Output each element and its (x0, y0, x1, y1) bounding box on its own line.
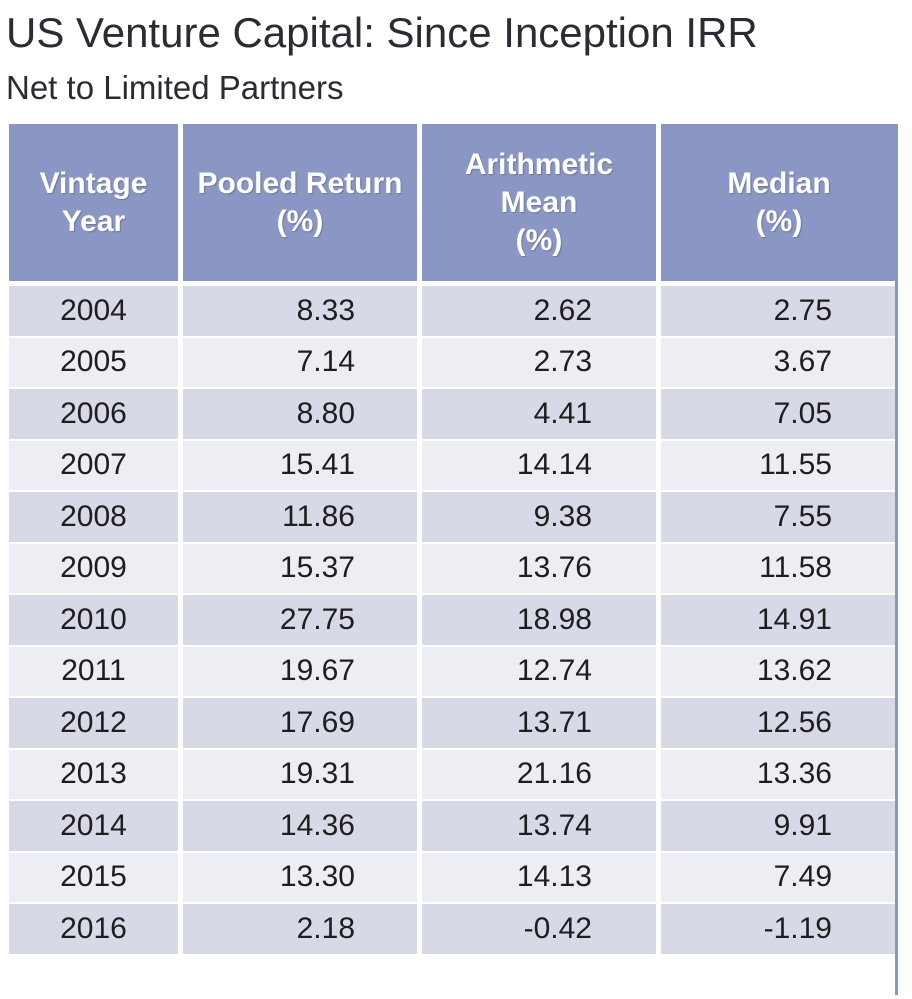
pooled-return-cell: 27.75 (178, 593, 422, 647)
table-row: 2009 15.37 13.76 11.58 (4, 541, 902, 595)
vintage-year-cell: 2016 (4, 902, 183, 956)
table-right-edge (895, 124, 898, 995)
table-row: 2012 17.69 13.71 12.56 (4, 696, 902, 750)
header-row: Vintage Year Pooled Return (%) Arithmetic Mea… (4, 124, 902, 286)
vintage-year-cell: 2009 (4, 541, 183, 595)
vintage-year-cell: 2012 (4, 696, 183, 750)
arithmetic-mean-cell: 21.16 (417, 747, 661, 801)
arithmetic-mean-cell: 9.38 (417, 490, 661, 544)
arithmetic-mean-cell: 12.74 (417, 644, 661, 698)
median-cell: 13.62 (656, 644, 902, 698)
page-subtitle: Net to Limited Partners (6, 69, 344, 106)
table-row: 2011 19.67 12.74 13.62 (4, 644, 902, 698)
header-label-line: Pooled Return (197, 166, 403, 200)
arithmetic-mean-cell: 13.74 (417, 799, 661, 853)
pooled-return-cell: 19.67 (178, 644, 422, 698)
median-cell: 9.91 (656, 799, 902, 853)
arithmetic-mean-cell: 13.76 (417, 541, 661, 595)
header-label-line: Vintage (39, 166, 148, 200)
table-row: 2010 27.75 18.98 14.91 (4, 593, 902, 647)
arithmetic-mean-cell: 2.62 (417, 282, 661, 338)
table-row: 2008 11.86 9.38 7.55 (4, 490, 902, 544)
median-cell: 14.91 (656, 593, 902, 647)
vintage-year-cell: 2010 (4, 593, 183, 647)
header-median: Median (%) (656, 124, 902, 286)
vintage-year-cell: 2008 (4, 490, 183, 544)
vintage-year-cell: 2005 (4, 335, 183, 389)
header-arithmetic-mean: Arithmetic Mean (%) (417, 124, 661, 286)
median-cell: 7.49 (656, 850, 902, 904)
pooled-return-cell: 17.69 (178, 696, 422, 750)
pooled-return-cell: 11.86 (178, 490, 422, 544)
median-cell: 3.67 (656, 335, 902, 389)
table-row: 2013 19.31 21.16 13.36 (4, 747, 902, 801)
median-cell: 13.36 (656, 747, 902, 801)
header-label-line: Mean (500, 185, 578, 219)
header-label-line: Arithmetic (464, 147, 614, 181)
pooled-return-cell: 14.36 (178, 799, 422, 853)
pooled-return-cell: 8.33 (178, 282, 422, 338)
pooled-return-cell: 8.80 (178, 387, 422, 441)
table-row: 2005 7.14 2.73 3.67 (4, 335, 902, 389)
header-label-line: Year (61, 204, 126, 238)
arithmetic-mean-cell: 13.71 (417, 696, 661, 750)
header-label-line: (%) (276, 204, 324, 238)
median-cell: -1.19 (656, 902, 902, 956)
median-cell: 7.55 (656, 490, 902, 544)
median-cell: 12.56 (656, 696, 902, 750)
median-cell: 11.58 (656, 541, 902, 595)
table-row: 2004 8.33 2.62 2.75 (4, 282, 902, 338)
header-pooled-return: Pooled Return (%) (178, 124, 422, 286)
irr-table-container: Vintage Year Pooled Return (%) Arithmetic Mea… (4, 124, 902, 995)
arithmetic-mean-cell: -0.42 (417, 902, 661, 956)
vintage-year-cell: 2013 (4, 747, 183, 801)
pooled-return-cell: 2.18 (178, 902, 422, 956)
table-body: 2004 8.33 2.62 2.75 2005 7.14 2.73 3.67 2006 8.80… (4, 282, 902, 956)
table-row: 2015 13.30 14.13 7.49 (4, 850, 902, 904)
header-vintage-year: Vintage Year (4, 124, 183, 286)
vintage-year-cell: 2015 (4, 850, 183, 904)
table-row: 2006 8.80 4.41 7.05 (4, 387, 902, 441)
pooled-return-cell: 15.41 (178, 438, 422, 492)
median-cell: 2.75 (656, 282, 902, 338)
arithmetic-mean-cell: 14.13 (417, 850, 661, 904)
table-row: 2014 14.36 13.74 9.91 (4, 799, 902, 853)
vintage-year-cell: 2007 (4, 438, 183, 492)
arithmetic-mean-cell: 18.98 (417, 593, 661, 647)
header-label-line: Median (727, 166, 831, 200)
arithmetic-mean-cell: 4.41 (417, 387, 661, 441)
vintage-year-cell: 2011 (4, 644, 183, 698)
header-label-line: (%) (755, 204, 803, 238)
median-cell: 11.55 (656, 438, 902, 492)
pooled-return-cell: 13.30 (178, 850, 422, 904)
table-header: Vintage Year Pooled Return (%) Arithmetic Mea… (4, 124, 902, 286)
header-label-line: (%) (515, 223, 563, 257)
table-row: 2016 2.18 -0.42 -1.19 (4, 902, 902, 956)
pooled-return-cell: 15.37 (178, 541, 422, 595)
arithmetic-mean-cell: 14.14 (417, 438, 661, 492)
irr-table: Vintage Year Pooled Return (%) Arithmetic Mea… (4, 124, 902, 956)
median-cell: 7.05 (656, 387, 902, 441)
table-row: 2007 15.41 14.14 11.55 (4, 438, 902, 492)
vintage-year-cell: 2006 (4, 387, 183, 441)
pooled-return-cell: 7.14 (178, 335, 422, 389)
page-title: US Venture Capital: Since Inception IRR (6, 9, 758, 56)
vintage-year-cell: 2004 (4, 282, 183, 338)
pooled-return-cell: 19.31 (178, 747, 422, 801)
arithmetic-mean-cell: 2.73 (417, 335, 661, 389)
vintage-year-cell: 2014 (4, 799, 183, 853)
